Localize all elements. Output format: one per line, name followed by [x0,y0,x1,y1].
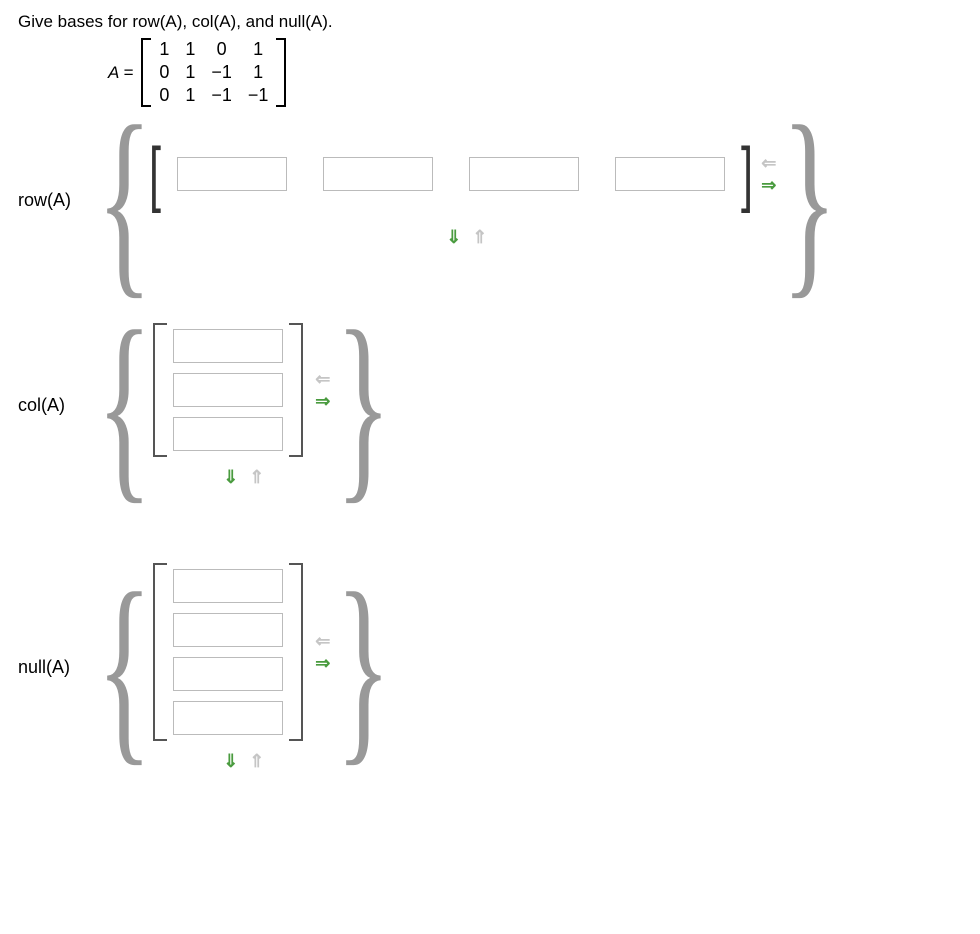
row-vec-1[interactable] [323,157,433,191]
set-colA: { ⇐ ⇒ [102,305,386,505]
brace-left-icon: { [97,135,152,265]
add-row-icon[interactable]: ⇒ [311,391,335,411]
brace-left-icon: { [97,340,152,470]
brace-right-icon: } [335,602,390,732]
label-rowA: row(A) [18,190,102,211]
remove-row-icon[interactable]: ⇐ [311,631,335,651]
bracket-right-icon: ] [741,156,753,192]
null-vec-2[interactable] [173,657,283,691]
brace-left-icon: { [97,602,152,732]
null-vec-0[interactable] [173,569,283,603]
col-vec-2[interactable] [173,417,283,451]
remove-vector-icon[interactable]: ⇑ [245,751,269,771]
question-prompt: Give bases for row(A), col(A), and null(… [18,12,962,32]
remove-vector-icon[interactable]: ⇑ [468,227,492,247]
add-row-icon[interactable]: ⇒ [311,653,335,673]
null-vec-3[interactable] [173,701,283,735]
matrix-table: 1101 01−11 01−1−1 [151,38,276,107]
remove-vector-icon[interactable]: ⇑ [245,467,269,487]
add-vector-icon[interactable]: ⇓ [219,467,243,487]
section-colA: col(A) { ⇐ ⇒ [18,305,962,505]
col-vec-0[interactable] [173,329,283,363]
matrix-A: 1101 01−11 01−1−1 [141,38,286,107]
add-vector-icon[interactable]: ⇓ [219,751,243,771]
label-nullA: null(A) [18,657,102,678]
add-vector-icon[interactable]: ⇓ [442,227,466,247]
null-rows-lr-controls: ⇐ ⇒ [311,631,335,673]
row-vectors-ud-controls: ⇓ ⇑ [442,227,492,247]
col-vectors-ud-controls: ⇓ ⇑ [219,467,269,487]
row-cols-lr-controls: ⇐ ⇒ [757,153,781,195]
null-vector [153,563,303,741]
remove-row-icon[interactable]: ⇐ [311,369,335,389]
remove-col-icon[interactable]: ⇐ [757,153,781,173]
set-rowA: { [ ] ⇐ ⇒ ⇓ [102,135,832,265]
row-vec-0[interactable] [177,157,287,191]
bracket-left-icon: [ [149,156,161,192]
col-vector [153,323,303,457]
col-vec-1[interactable] [173,373,283,407]
brace-right-icon: } [335,340,390,470]
section-rowA: row(A) { [ ] ⇐ ⇒ [18,135,962,265]
null-vec-1[interactable] [173,613,283,647]
label-colA: col(A) [18,395,102,416]
row-vec-3[interactable] [615,157,725,191]
null-vectors-ud-controls: ⇓ ⇑ [219,751,269,771]
brace-right-icon: } [782,135,837,265]
col-rows-lr-controls: ⇐ ⇒ [311,369,335,411]
matrix-lhs: A = [108,63,133,83]
row-vector: [ ] [153,156,749,192]
section-nullA: null(A) { ⇐ [18,545,962,789]
row-vec-2[interactable] [469,157,579,191]
set-nullA: { ⇐ ⇒ [102,545,386,789]
add-col-icon[interactable]: ⇒ [757,175,781,195]
